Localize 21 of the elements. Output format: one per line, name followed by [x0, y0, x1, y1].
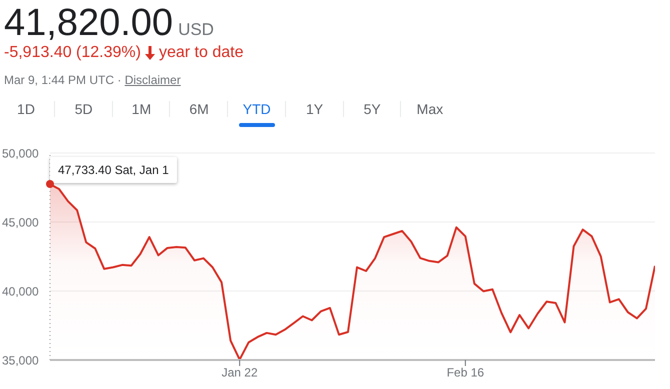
text: 5D: [74, 101, 93, 117]
text: 5Y: [364, 101, 381, 117]
chart-title: 41,820.00: [4, 2, 174, 44]
chart-subtitle: -5,913.40 (12.39%): [4, 44, 141, 62]
text: Mar 9, 1:44 PM UTC ·: [4, 73, 122, 87]
text: Max: [416, 101, 444, 117]
text: 1Y: [306, 101, 324, 117]
y-tick-label: 40,000: [2, 284, 40, 298]
text: year to date: [158, 44, 244, 62]
y-tick-label: 50,000: [2, 146, 40, 160]
text: YTD: [242, 101, 271, 117]
text: 1M: [132, 101, 152, 117]
y-tick-label: 35,000: [2, 353, 40, 368]
text: USD: [178, 20, 214, 39]
text: Disclaimer: [124, 73, 181, 87]
text: 6M: [189, 101, 209, 117]
x-tick-label: Feb 16: [446, 366, 484, 380]
x-tick-label: Jan 22: [222, 366, 258, 380]
text: 1D: [17, 101, 35, 117]
y-tick-label: 45,000: [2, 215, 40, 230]
annotation: 47,733.40 Sat, Jan 1: [50, 157, 177, 184]
